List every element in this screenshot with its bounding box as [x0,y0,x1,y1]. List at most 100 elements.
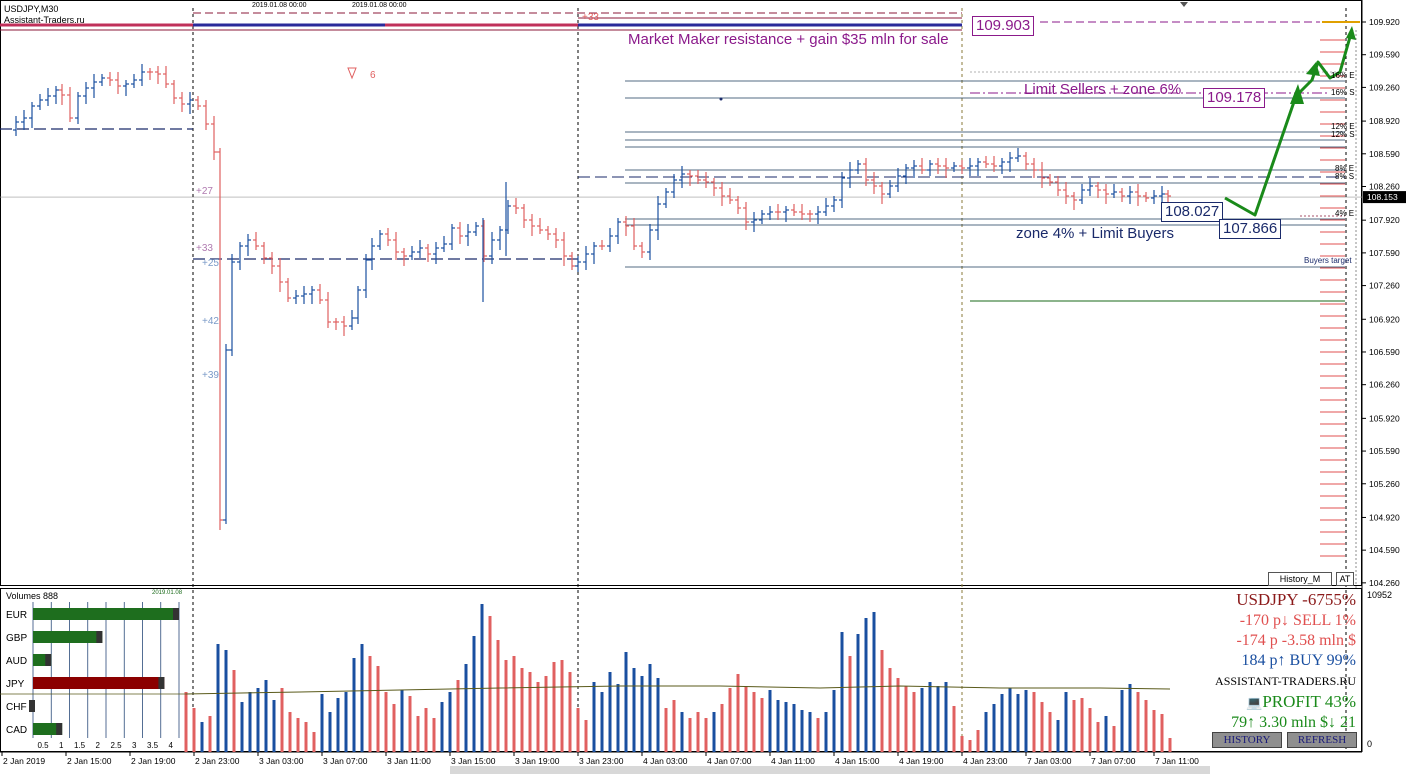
volume-bar [784,702,788,752]
arrowhead-icon [1306,62,1320,76]
time-tick-label: 7 Jan 07:00 [1091,756,1136,766]
currency-strength-bar [33,608,179,620]
volume-bar [736,674,740,752]
volume-bar [520,668,524,752]
volume-bar [720,704,724,752]
date-tag-2: 2019.01.08 00:00 [352,2,407,9]
currency-label-eur: EUR [6,610,27,621]
time-tick-label: 3 Jan 19:00 [515,756,560,766]
volume-bar [704,718,708,752]
time-tick-label: 2 Jan 19:00 [131,756,176,766]
volume-bar [968,740,972,752]
arrowhead-icon [1346,26,1356,40]
volume-bar [416,716,420,752]
volume-bar [1008,688,1012,752]
volume-bar [640,676,644,752]
buyers-target-label: Buyers target [1304,256,1352,265]
volume-bar [232,670,236,752]
volume-bar [680,712,684,752]
strength-scale-label: 1 [59,741,64,750]
volume-bar [336,698,340,752]
volumes-zero-label: 0 [1367,739,1373,749]
time-tick-label: 2 Jan 23:00 [195,756,240,766]
volume-bar [208,716,212,752]
volume-bar [296,718,300,752]
volume-bar [856,634,860,752]
time-tick-label: 3 Jan 15:00 [451,756,496,766]
volume-bar [800,710,804,752]
history-m-button[interactable]: History_M [1268,572,1332,586]
volume-bar [464,664,468,752]
volume-bar [672,700,676,752]
volume-bar [840,632,844,752]
volume-bar [360,644,364,752]
level-label-12e: 12% E [1331,122,1355,131]
volume-bar [512,656,516,752]
level-label-4e: 4% E [1335,209,1355,218]
volume-bar [192,708,196,752]
volume-bar [1048,712,1052,752]
volume-bar [224,650,228,752]
volume-bar [392,704,396,752]
stats-net-line: 79↑ 3.30 mln $↓ 21 [1231,714,1356,731]
volume-bar [760,698,764,752]
volume-bar [472,636,476,752]
price-tick-label: 109.590 [1369,50,1400,60]
time-tick-label: 4 Jan 07:00 [707,756,752,766]
history-button[interactable]: HISTORY [1212,732,1282,748]
currency-label-gbp: GBP [6,633,27,644]
time-tick-label: 4 Jan 23:00 [963,756,1008,766]
volume-bar [616,684,620,752]
volume-bar [576,708,580,752]
volume-bar [256,688,260,752]
volume-bar [824,712,828,752]
price-tick-label: 105.590 [1369,446,1400,456]
level-label-8e: 8% E [1335,164,1355,173]
volume-bar [896,678,900,752]
volume-bar [848,656,852,752]
volume-bar [1096,722,1100,752]
volume-bar [376,666,380,752]
strength-scale-label: 4 [169,741,174,750]
volume-bar [440,702,444,752]
volume-bar [976,730,980,752]
currency-bar-tip [29,700,35,712]
volume-bar [592,682,596,752]
stats-sell-line: -170 p↓ SELL 1% [1239,612,1356,629]
price-tick-label: 104.590 [1369,545,1400,555]
strength-scale-label: 1.5 [74,741,86,750]
volume-bar [608,672,612,752]
volume-bar [992,704,996,752]
volume-bar [584,720,588,752]
currency-strength-bar [33,723,63,735]
currency-strength-bar [33,677,165,689]
volume-bar [712,712,716,752]
volume-bar [200,722,204,752]
volume-bar [1128,684,1132,752]
price-tick-label: 107.920 [1369,215,1400,225]
down-arrow-icon [347,67,357,80]
price-box-107866: 107.866 [1219,219,1282,239]
price-tick-label: 106.260 [1369,380,1400,390]
time-tick-label: 3 Jan 07:00 [323,756,368,766]
volume-bar [544,676,548,752]
volume-bar [368,656,372,752]
volume-bar [864,618,868,752]
volume-bar [504,660,508,752]
price-box-109178: 109.178 [1203,88,1266,108]
at-button[interactable]: AT [1336,572,1354,586]
price-tick-label: 109.920 [1369,17,1400,27]
volume-bar [880,650,884,752]
time-tick-label: 2 Jan 2019 [3,756,45,766]
marker-42: +42 [202,316,219,327]
level-label-8s: 8% S [1335,172,1355,181]
volume-bar [280,688,284,752]
refresh-button[interactable]: REFRESH [1287,732,1357,748]
stats-buy-line: 184 p↑ BUY 99% [1241,652,1356,669]
volume-bar [328,712,332,752]
marker-33: +33 [196,243,213,254]
volume-bar [528,672,532,752]
volume-bar [304,722,308,752]
